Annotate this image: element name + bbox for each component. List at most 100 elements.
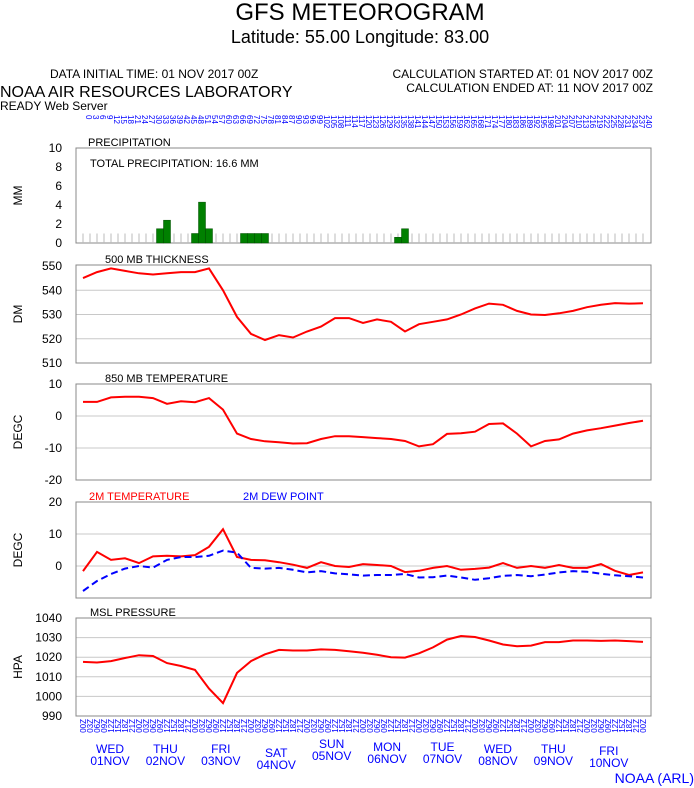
footer-credit: NOAA (ARL)	[615, 770, 694, 786]
day-label: MON	[373, 740, 401, 754]
forecast-hour-label: 9	[105, 115, 114, 120]
forecast-hour-label: 204	[560, 115, 569, 129]
utc-hour-label: 06Z	[373, 719, 382, 733]
panel-title: PRECIPITATION	[88, 137, 171, 149]
utc-hour-label: 18Z	[177, 719, 186, 733]
utc-hour-label: 03Z	[590, 719, 599, 733]
panel-title: 500 MB THICKNESS	[105, 254, 209, 266]
utc-hour-label: 18Z	[289, 719, 298, 733]
forecast-hour-label: 42	[182, 115, 191, 124]
server-name: READY Web Server	[0, 99, 108, 113]
date-label: 07NOV	[423, 752, 462, 766]
forecast-hour-label: 141	[413, 115, 422, 129]
forecast-hour-label: 198	[546, 115, 555, 129]
forecast-hour-label: 138	[406, 115, 415, 129]
panel-frame-mslp	[75, 617, 652, 717]
panel-title: MSL PRESSURE	[90, 607, 176, 619]
utc-hour-label: 03Z	[422, 719, 431, 733]
day-label: WED	[96, 742, 124, 756]
utc-hour-label: 15Z	[562, 719, 571, 733]
t2m-line	[82, 527, 644, 577]
utc-hour-label: 09Z	[268, 719, 277, 733]
forecast-hour-label: 0	[84, 115, 93, 120]
y-tick-label: 10	[49, 141, 63, 155]
forecast-hour-label: 132	[392, 115, 401, 129]
t850-line	[83, 395, 644, 448]
day-label: SAT	[265, 746, 288, 760]
date-label: 06NOV	[367, 752, 406, 766]
y-tick-label: 550	[42, 259, 62, 273]
forecast-hour-label: 225	[609, 115, 618, 129]
utc-hour-label: 00Z	[527, 719, 536, 733]
y-tick-label: 0	[55, 236, 62, 250]
utc-hour-label: 03Z	[198, 719, 207, 733]
y-axis-label: HPA	[11, 655, 25, 679]
forecast-hour-label: 30	[154, 115, 163, 124]
precip-total: TOTAL PRECIPITATION: 16.6 MM	[90, 158, 259, 170]
data-initial-time: DATA INITIAL TIME: 01 NOV 2017 00Z	[50, 67, 258, 81]
forecast-hour-label: 144	[420, 115, 429, 129]
utc-hour-label: 15Z	[170, 719, 179, 733]
utc-hour-label: 18Z	[457, 719, 466, 733]
utc-hour-label: 00Z	[79, 719, 88, 733]
forecast-hour-label: 99	[315, 115, 324, 124]
utc-hour-label: 00Z	[471, 719, 480, 733]
forecast-hour-label: 129	[385, 115, 394, 129]
forecast-hour-label: 18	[126, 115, 135, 124]
precip-bar	[401, 228, 409, 244]
utc-hour-label: 12Z	[163, 719, 172, 733]
utc-hour-label: 00Z	[303, 719, 312, 733]
forecast-hour-label: 54	[210, 115, 219, 124]
panel-frame-t2m	[75, 501, 652, 599]
forecast-hour-label: 153	[441, 115, 450, 129]
forecast-hour-label: 195	[539, 115, 548, 129]
utc-hour-label: 09Z	[604, 719, 613, 733]
forecast-hour-label: 183	[511, 115, 520, 129]
forecast-hour-label: 108	[336, 115, 345, 129]
forecast-hour-label: 66	[238, 115, 247, 124]
legend-label: 2M TEMPERATURE	[89, 491, 189, 503]
forecast-hour-label: 192	[532, 115, 541, 129]
forecast-hour-label: 189	[525, 115, 534, 129]
utc-hour-label: 06Z	[261, 719, 270, 733]
utc-hour-label: 00Z	[135, 719, 144, 733]
utc-hour-label: 03Z	[86, 719, 95, 733]
utc-hour-label: 00Z	[583, 719, 592, 733]
utc-hour-label: 21Z	[576, 719, 585, 733]
forecast-hour-label: 123	[371, 115, 380, 129]
panel-title: 850 MB TEMPERATURE	[105, 373, 228, 385]
forecast-hour-label: 33	[161, 115, 170, 124]
utc-hour-label: 09Z	[380, 719, 389, 733]
forecast-hour-label: 15	[119, 115, 128, 124]
forecast-hour-label: 96	[308, 115, 317, 124]
utc-hour-label: 15Z	[506, 719, 515, 733]
thickness-line	[82, 267, 644, 342]
forecast-hour-label: 216	[588, 115, 597, 129]
utc-hour-label: 15Z	[338, 719, 347, 733]
forecast-hour-label: 156	[448, 115, 457, 129]
utc-hour-label: 09Z	[212, 719, 221, 733]
utc-hour-label: 12Z	[499, 719, 508, 733]
utc-hour-label: 09Z	[100, 719, 109, 733]
date-label: 03NOV	[201, 754, 240, 768]
utc-hour-label: 21Z	[128, 719, 137, 733]
precip-bar	[254, 233, 262, 244]
day-label: FRI	[599, 744, 618, 758]
utc-hour-label: 06Z	[429, 719, 438, 733]
utc-hour-label: 21Z	[464, 719, 473, 733]
utc-hour-label: 03Z	[254, 719, 263, 733]
mslp-line	[82, 634, 644, 705]
utc-hour-label: 21Z	[520, 719, 529, 733]
forecast-hour-label: 162	[462, 115, 471, 129]
y-tick-label: -10	[45, 441, 63, 455]
date-label: 08NOV	[478, 754, 517, 768]
chart-subtitle: Latitude: 55.00 Longitude: 83.00	[231, 27, 489, 47]
y-tick-label: 520	[42, 332, 62, 346]
utc-hour-label: 03Z	[310, 719, 319, 733]
forecast-hour-label: 147	[427, 115, 436, 129]
utc-hour-label: 18Z	[345, 719, 354, 733]
y-axis-label: DM	[11, 305, 25, 324]
forecast-hour-label: 72	[252, 115, 261, 124]
utc-hour-label: 12Z	[331, 719, 340, 733]
y-tick-label: 6	[55, 179, 62, 193]
